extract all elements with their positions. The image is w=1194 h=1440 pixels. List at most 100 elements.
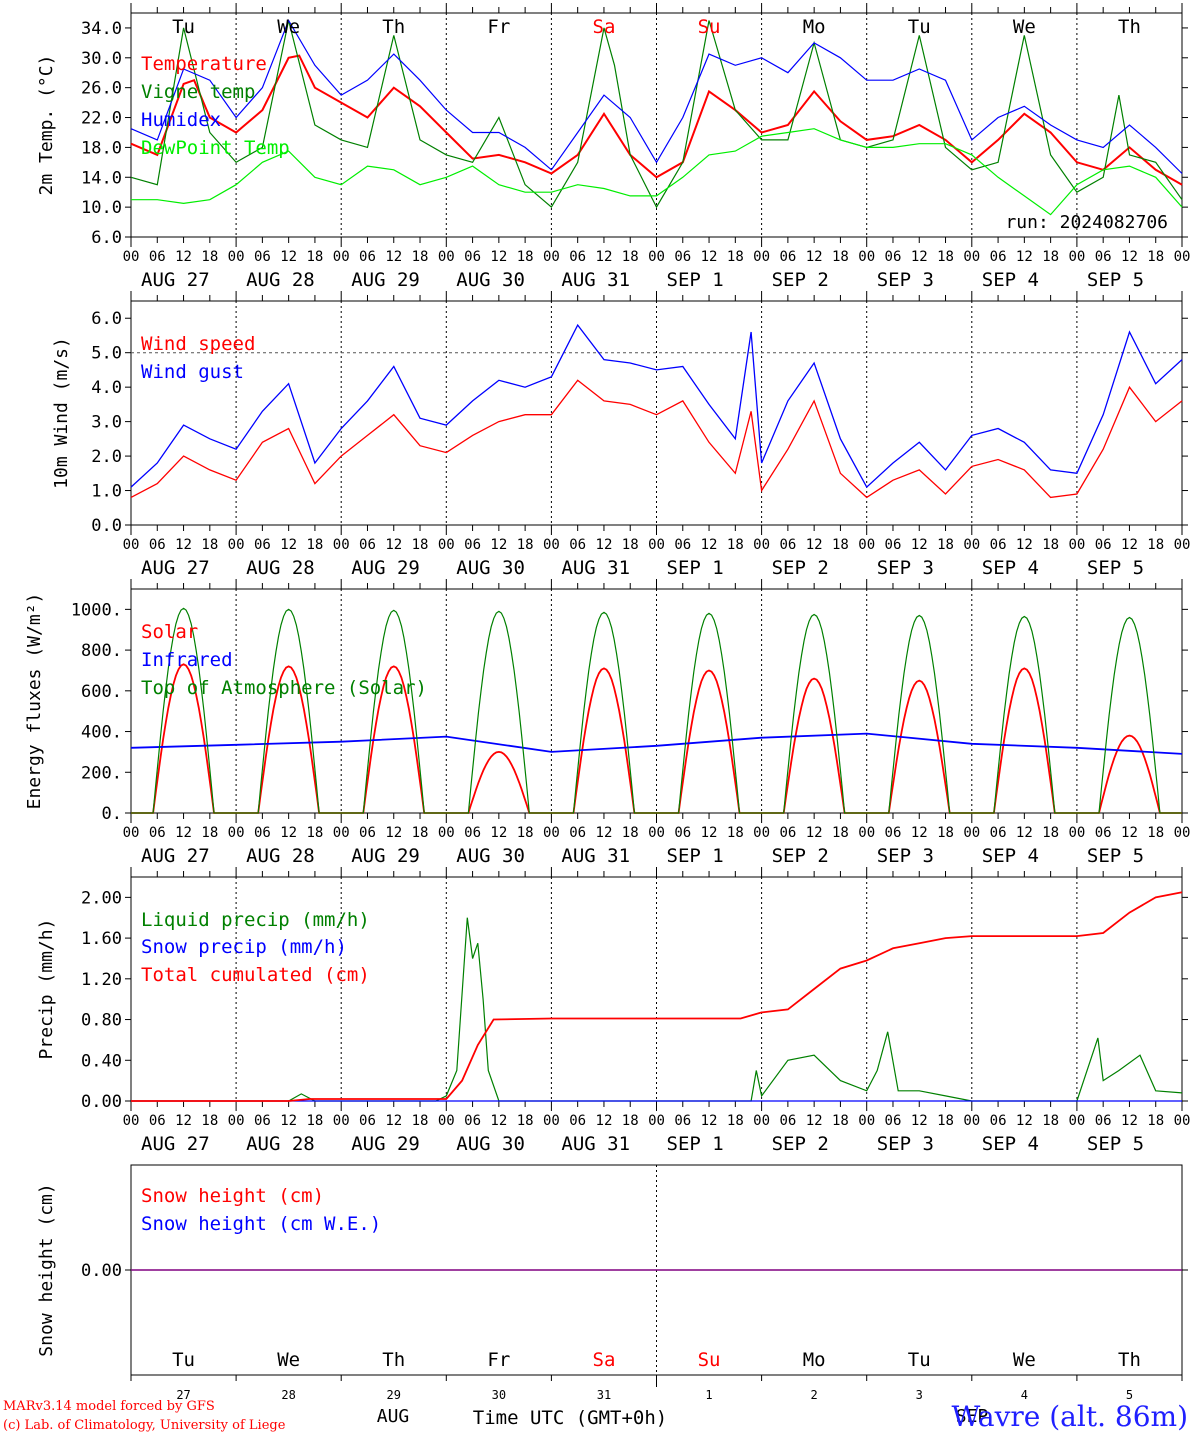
series-vigne-temp (130, 20, 1183, 209)
hour-tick-label: 00 (753, 825, 770, 841)
hour-tick-label: 12 (1121, 825, 1138, 841)
hour-tick-label: 18 (832, 825, 849, 841)
hour-tick-label: 12 (490, 249, 507, 265)
date-label: SEP 1 (667, 557, 724, 579)
y-tick-label: 6.0 (91, 309, 122, 329)
credit-line-1: MARv3.14 model forced by GFS (3, 1399, 215, 1414)
hour-tick-label: 00 (858, 249, 875, 265)
date-label: AUG 31 (561, 845, 630, 867)
legend-wind-gust: Wind gust (141, 361, 244, 383)
series-dewpoint-temp (131, 128, 1183, 216)
date-label: AUG 29 (351, 1133, 420, 1155)
y-tick-label: 1.60 (81, 929, 122, 949)
hour-tick-label: 00 (333, 1113, 350, 1129)
hour-tick-label: 06 (990, 537, 1007, 553)
hour-tick-label: 18 (306, 825, 323, 841)
hour-tick-label: 18 (937, 537, 954, 553)
hour-tick-label: 18 (937, 825, 954, 841)
hour-tick-label: 18 (306, 249, 323, 265)
weekday-label-bottom: Th (1118, 1349, 1141, 1371)
y-tick-label: 800. (81, 641, 122, 661)
hour-tick-label: 12 (701, 249, 718, 265)
hour-tick-label: 06 (1095, 825, 1112, 841)
panel-5: 0.00 Snow height (cm) Snow height (cm) Snow… (36, 1164, 1188, 1429)
hour-tick-label: 00 (1068, 249, 1085, 265)
y-tick-label: 0.00 (81, 1261, 122, 1281)
hour-tick-label: 00 (228, 249, 245, 265)
hour-tick-label: 06 (569, 249, 586, 265)
hour-tick-label: 18 (727, 1113, 744, 1129)
weekday-label-bottom: Mo (803, 1349, 826, 1371)
hour-tick-label: 00 (1068, 825, 1085, 841)
series-liquid-precip-mm-h (131, 917, 1183, 1102)
hour-tick-label: 00 (333, 249, 350, 265)
hour-tick-label: 12 (596, 249, 613, 265)
hour-tick-label: 06 (149, 1113, 166, 1129)
weekday-label-bottom: Sa (593, 1349, 616, 1371)
x-axis-title: Time UTC (GMT+0h) (473, 1407, 667, 1429)
weekday-label-bottom: Th (382, 1349, 405, 1371)
y-tick-label: 34.0 (81, 19, 122, 39)
date-label: AUG 31 (561, 557, 630, 579)
hour-tick-label: 06 (990, 1113, 1007, 1129)
y-axis-label: Snow height (cm) (36, 1183, 57, 1356)
hour-tick-label: 00 (963, 537, 980, 553)
hour-tick-label: 12 (701, 1113, 718, 1129)
date-label: AUG 30 (456, 557, 525, 579)
y-tick-label: 600. (81, 682, 122, 702)
day-number: 5 (1126, 1388, 1133, 1402)
series-wind-speed (130, 379, 1183, 499)
hour-tick-label: 00 (333, 825, 350, 841)
hour-tick-label: 12 (806, 1113, 823, 1129)
hour-tick-label: 06 (885, 825, 902, 841)
month-label-sep: SEP (956, 1406, 989, 1427)
hour-tick-label: 00 (858, 537, 875, 553)
date-label: SEP 3 (877, 269, 934, 291)
date-label: AUG 29 (351, 269, 420, 291)
hour-tick-label: 18 (412, 537, 429, 553)
y-tick-label: 1.20 (81, 970, 122, 990)
hour-tick-label: 00 (648, 537, 665, 553)
hour-tick-label: 12 (490, 825, 507, 841)
hour-tick-label: 18 (727, 825, 744, 841)
day-number: 4 (1021, 1388, 1028, 1402)
hour-tick-label: 06 (569, 537, 586, 553)
date-label: SEP 5 (1087, 1133, 1144, 1155)
hour-tick-label: 06 (885, 1113, 902, 1129)
hour-tick-label: 00 (123, 1113, 140, 1129)
hour-tick-label: 06 (1095, 1113, 1112, 1129)
date-label: AUG 28 (246, 845, 315, 867)
hour-tick-label: 12 (280, 249, 297, 265)
hour-tick-label: 00 (648, 825, 665, 841)
y-tick-label: 10.0 (81, 198, 122, 218)
date-label: SEP 4 (982, 269, 1039, 291)
legend-humidex: Humidex (141, 109, 221, 131)
legend-top-of-atmosphere-solar: Top of Atmosphere (Solar) (141, 677, 427, 699)
hour-tick-label: 12 (596, 825, 613, 841)
y-tick-label: 1000. (71, 600, 122, 620)
hour-tick-label: 18 (1042, 825, 1059, 841)
date-label: SEP 1 (667, 845, 724, 867)
hour-tick-label: 18 (412, 1113, 429, 1129)
hour-tick-label: 12 (490, 537, 507, 553)
date-label: SEP 1 (667, 1133, 724, 1155)
y-tick-label: 6.0 (91, 228, 122, 248)
hour-tick-label: 18 (832, 1113, 849, 1129)
y-tick-label: 0. (102, 804, 122, 824)
hour-tick-label: 06 (885, 249, 902, 265)
hour-tick-label: 06 (674, 825, 691, 841)
y-tick-label: 5.0 (91, 344, 122, 364)
weekday-label: Th (1118, 16, 1141, 38)
hour-tick-label: 06 (779, 537, 796, 553)
hour-tick-label: 06 (990, 249, 1007, 265)
hour-tick-label: 12 (385, 249, 402, 265)
hour-tick-label: 18 (727, 249, 744, 265)
hour-tick-label: 06 (674, 249, 691, 265)
legend-snow-precip-mm-h: Snow precip (mm/h) (141, 936, 347, 958)
date-label: AUG 27 (141, 845, 210, 867)
hour-tick-label: 06 (674, 1113, 691, 1129)
hour-tick-label: 12 (701, 825, 718, 841)
weekday-label-bottom: Tu (172, 1349, 195, 1371)
hour-tick-label: 18 (832, 537, 849, 553)
weekday-label: We (1013, 16, 1036, 38)
